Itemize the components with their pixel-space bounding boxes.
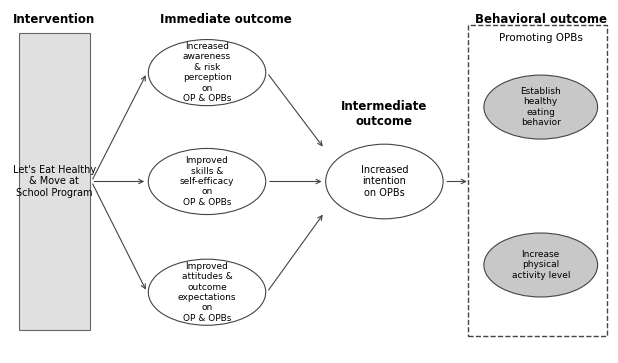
- Text: Let's Eat Healthy
& Move at
School Program: Let's Eat Healthy & Move at School Progr…: [12, 165, 96, 198]
- Text: Intermediate
outcome: Intermediate outcome: [341, 100, 428, 129]
- Text: Establish
healthy
eating
behavior: Establish healthy eating behavior: [520, 87, 561, 127]
- Ellipse shape: [326, 144, 443, 219]
- Text: Immediate outcome: Immediate outcome: [159, 13, 292, 26]
- Text: Improved
attitudes &
outcome
expectations
on
OP & OPBs: Improved attitudes & outcome expectation…: [178, 262, 236, 323]
- Ellipse shape: [148, 148, 266, 215]
- Text: Intervention: Intervention: [13, 13, 95, 26]
- Text: Improved
skills &
self-efficacy
on
OP & OPBs: Improved skills & self-efficacy on OP & …: [180, 156, 234, 207]
- Ellipse shape: [148, 40, 266, 106]
- FancyBboxPatch shape: [19, 33, 90, 330]
- Ellipse shape: [484, 75, 598, 139]
- Text: Promoting OPBs: Promoting OPBs: [499, 33, 583, 43]
- Text: Increased
intention
on OPBs: Increased intention on OPBs: [361, 165, 408, 198]
- Text: Behavioral outcome: Behavioral outcome: [475, 13, 607, 26]
- Ellipse shape: [484, 233, 598, 297]
- Text: Increase
physical
activity level: Increase physical activity level: [512, 250, 570, 280]
- Ellipse shape: [148, 259, 266, 325]
- Text: Increased
awareness
& risk
perception
on
OP & OPBs: Increased awareness & risk perception on…: [183, 42, 231, 103]
